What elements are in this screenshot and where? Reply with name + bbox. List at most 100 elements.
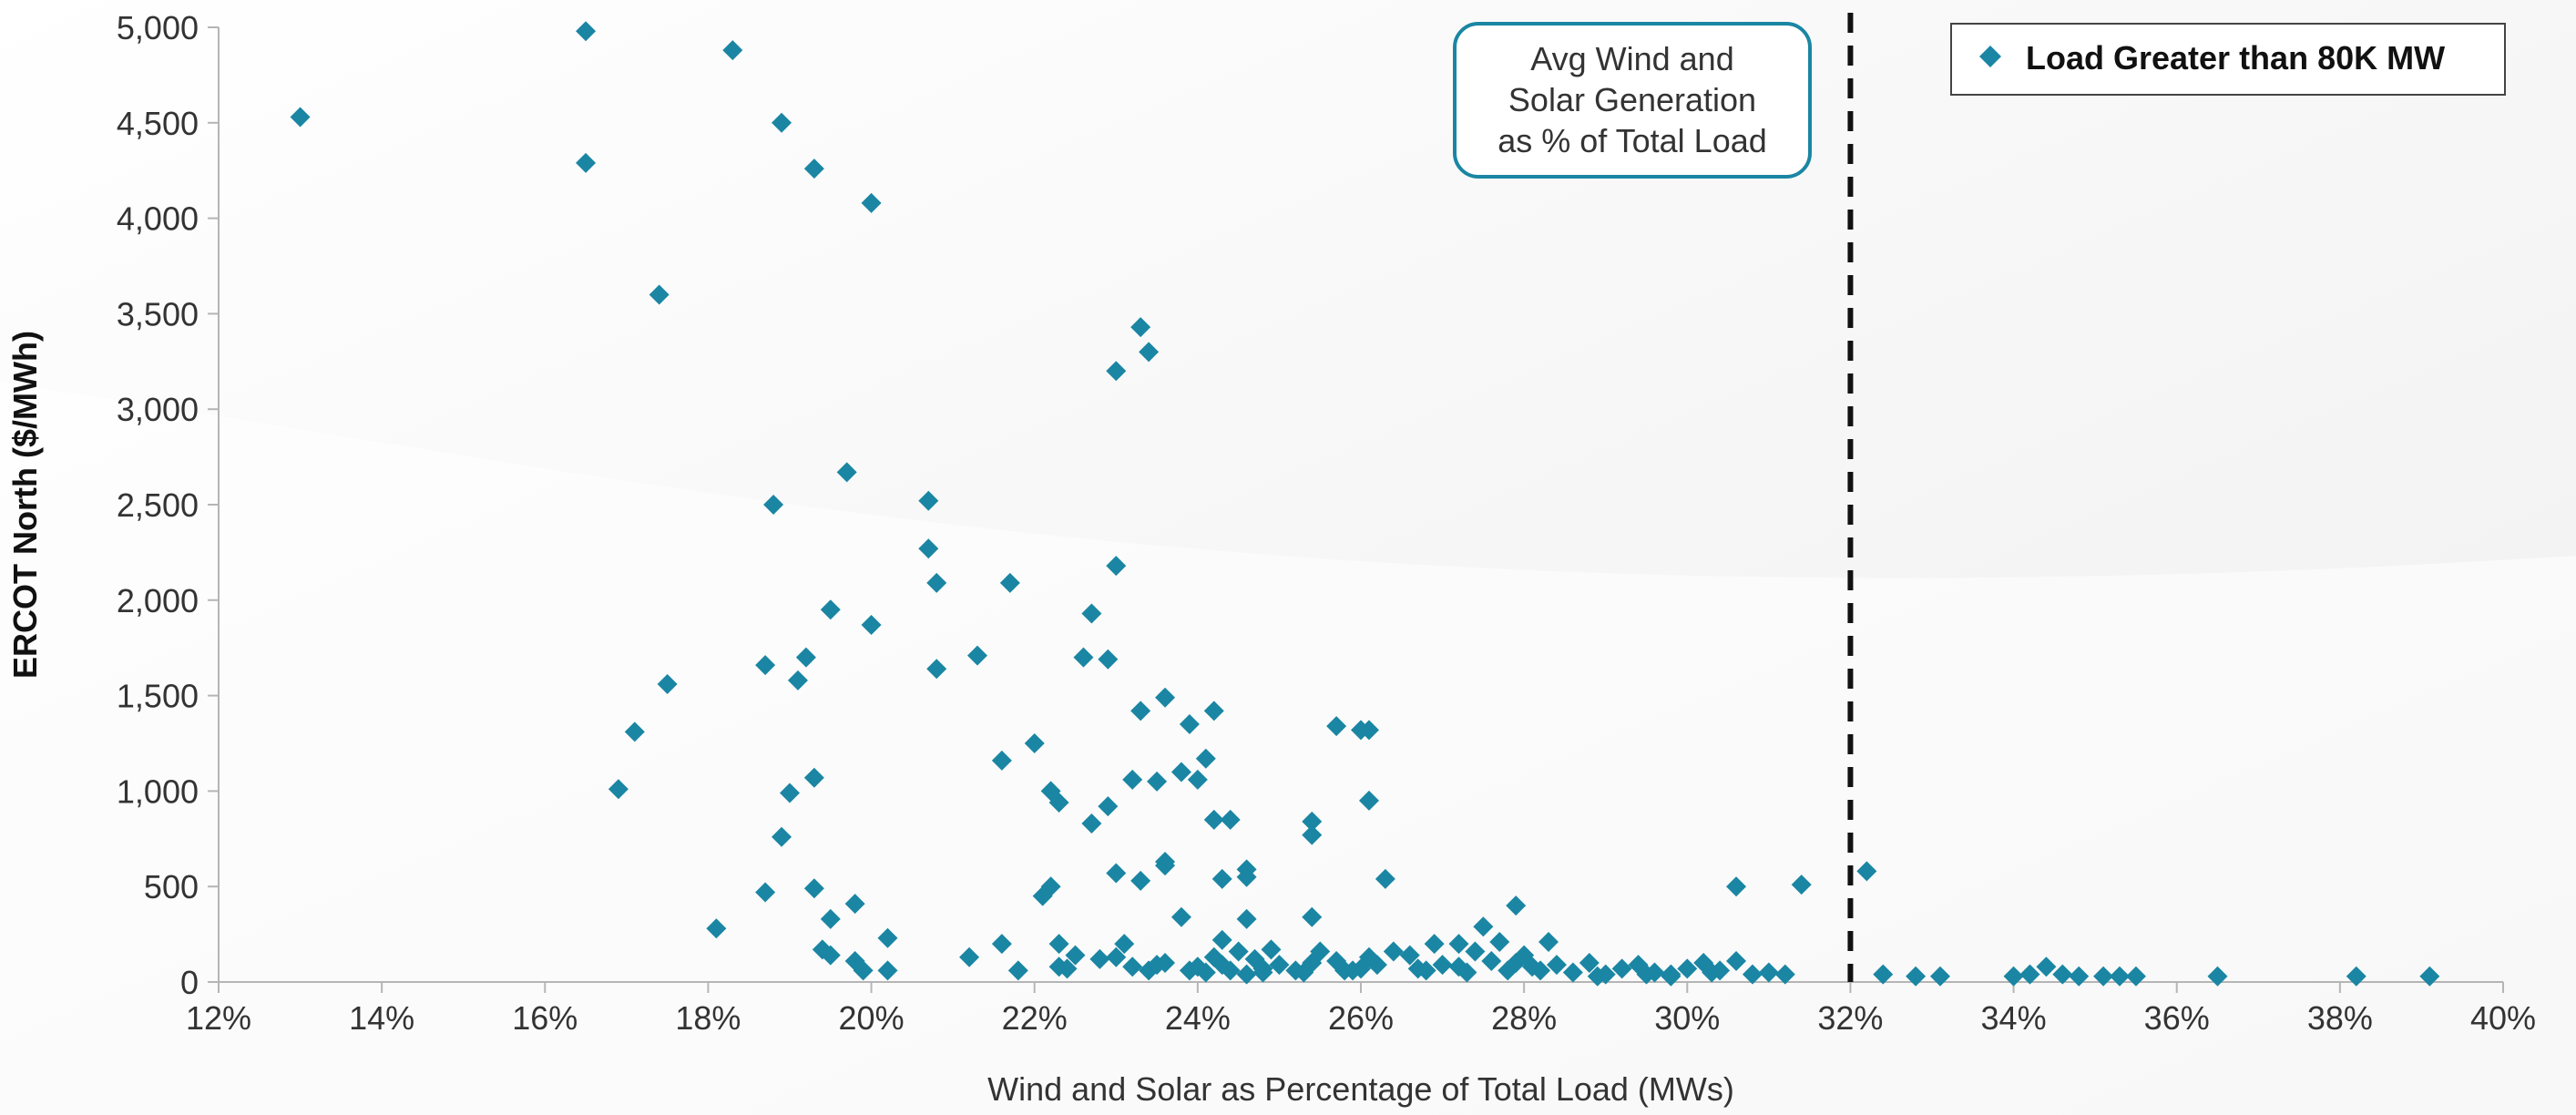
x-tick-label: 38% (2307, 999, 2373, 1037)
data-point (755, 882, 776, 903)
data-point (1726, 950, 1747, 971)
data-point (2346, 966, 2366, 987)
data-point (1122, 956, 1143, 977)
data-point (1579, 953, 1600, 974)
data-point (290, 107, 311, 128)
data-point (1742, 964, 1763, 985)
data-point (1236, 964, 1257, 985)
y-tick-label: 3,500 (117, 295, 199, 332)
data-point (844, 894, 865, 915)
data-point (803, 878, 824, 899)
data-point (1726, 876, 1747, 897)
data-point (1179, 714, 1200, 735)
data-point (1587, 966, 1608, 987)
data-point (861, 615, 882, 636)
data-point (2419, 966, 2440, 987)
data-point (1906, 966, 1927, 987)
x-tick-label: 40% (2470, 999, 2536, 1037)
legend-label: Load Greater than 80K MW (2026, 39, 2445, 77)
data-point (1236, 866, 1257, 887)
data-point (1546, 955, 1567, 976)
data-point (853, 960, 874, 981)
data-point (1130, 701, 1151, 721)
data-point (1358, 720, 1379, 741)
data-point (1489, 931, 1510, 952)
x-tick-label: 24% (1165, 999, 1231, 1037)
data-point (2019, 964, 2040, 985)
x-tick-label: 20% (839, 999, 905, 1037)
x-tick-label: 30% (1654, 999, 1720, 1037)
data-point (1302, 824, 1323, 845)
data-point (1856, 861, 1877, 882)
data-point (1302, 811, 1323, 832)
data-point (877, 927, 898, 948)
data-point (926, 572, 947, 593)
data-point (657, 674, 678, 695)
y-tick-label: 0 (180, 964, 199, 1001)
data-point (787, 670, 808, 690)
data-point (820, 599, 841, 620)
data-point (1351, 958, 1371, 979)
y-tick-label: 1,500 (117, 678, 199, 715)
data-point (1407, 958, 1428, 979)
data-point (624, 721, 645, 742)
series-load-greater-than-80k (290, 21, 2440, 987)
x-tick-label: 32% (1817, 999, 1883, 1037)
data-point (991, 934, 1012, 955)
data-point (1170, 906, 1191, 927)
data-point (722, 40, 743, 61)
data-point (820, 908, 841, 929)
x-tick-label: 26% (1328, 999, 1394, 1037)
data-point (1098, 649, 1119, 670)
data-point (1122, 769, 1143, 790)
data-point (1302, 906, 1323, 927)
data-point (2003, 966, 2024, 987)
x-tick-label: 18% (675, 999, 741, 1037)
data-point (959, 946, 980, 967)
data-point (1399, 945, 1420, 966)
data-point (1106, 946, 1127, 967)
y-tick-label: 5,000 (117, 9, 199, 46)
data-point (877, 960, 898, 981)
y-tick-label: 4,500 (117, 105, 199, 142)
data-point (926, 659, 947, 680)
x-tick-label: 14% (349, 999, 414, 1037)
data-point (1873, 964, 1894, 985)
data-point (1562, 962, 1583, 983)
data-point (1114, 934, 1135, 955)
data-point (1791, 875, 1812, 895)
data-point (999, 572, 1020, 593)
data-point (763, 495, 784, 515)
data-point (1170, 762, 1191, 783)
data-point (2125, 966, 2146, 987)
data-point (1195, 748, 1216, 769)
data-point (1057, 958, 1078, 979)
data-point (1702, 962, 1722, 983)
data-point (1081, 813, 1102, 834)
data-point (1636, 964, 1657, 985)
data-point (2110, 966, 2131, 987)
data-point (1375, 868, 1395, 889)
data-point (795, 647, 816, 668)
data-point (1929, 966, 1950, 987)
y-tick-label: 2,000 (117, 582, 199, 619)
data-point (1473, 916, 1494, 937)
data-point (706, 918, 727, 939)
data-point (1334, 960, 1355, 981)
data-point (1326, 716, 1347, 737)
data-point (755, 655, 776, 676)
data-point (1424, 934, 1445, 955)
data-point (1506, 895, 1527, 916)
data-point (2036, 956, 2057, 977)
data-point (1358, 790, 1379, 811)
data-point (1220, 960, 1241, 981)
data-point (1089, 948, 1110, 969)
data-point (1106, 556, 1127, 577)
data-point (1506, 953, 1527, 974)
data-point (1065, 945, 1086, 966)
data-point (1310, 941, 1331, 962)
data-point (1252, 958, 1273, 979)
callout-line-2: Solar Generation (1508, 81, 1756, 118)
data-point (780, 783, 800, 803)
